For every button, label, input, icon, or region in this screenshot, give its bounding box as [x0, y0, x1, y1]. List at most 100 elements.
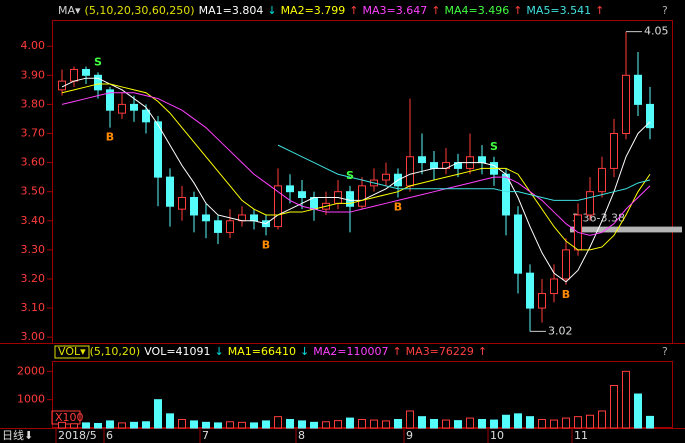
volume-bar — [178, 419, 186, 429]
candle-body — [118, 103, 126, 114]
candle-body — [622, 74, 630, 134]
candle-body — [634, 74, 642, 105]
x-tick-label: 8 — [298, 429, 305, 442]
x-tick-label: 6 — [106, 429, 113, 442]
header-item: MA5=3.541 — [526, 4, 591, 17]
volume-bar — [154, 399, 162, 429]
header-item: MA3=76229 — [406, 345, 474, 358]
candle-body — [598, 167, 606, 193]
volume-bar — [274, 416, 282, 429]
ma-line — [61, 83, 651, 251]
candle-body — [562, 249, 570, 280]
candle-body — [250, 214, 258, 222]
header-item: MA2=3.799 — [281, 4, 346, 17]
help-icon[interactable]: ? — [662, 4, 668, 17]
y-tick-label: 3.50 — [21, 185, 46, 198]
volume-bar — [646, 415, 654, 429]
volume-bar — [250, 422, 258, 429]
volume-bar — [538, 419, 546, 429]
candle-body — [130, 103, 138, 111]
volume-bar — [586, 414, 594, 429]
candle-body — [154, 121, 162, 178]
signal: S — [490, 140, 498, 153]
volume-bar — [430, 419, 438, 429]
candle-body — [418, 156, 426, 164]
candle-body — [610, 132, 618, 169]
y-tick-label: 3.90 — [21, 68, 46, 81]
signal: B — [394, 201, 402, 214]
volume-bar — [418, 416, 426, 429]
volume-bar — [550, 419, 558, 429]
candle-body — [94, 74, 102, 91]
y-tick-label: 4.00 — [21, 39, 46, 52]
header-item: MA1=3.804 — [199, 4, 264, 17]
range-band — [570, 226, 682, 233]
volume-bar — [562, 417, 570, 429]
volume-bar — [214, 422, 222, 429]
volume-bar — [334, 420, 342, 429]
x-tick-label: 11 — [574, 429, 588, 442]
volume-bar — [310, 421, 318, 429]
volume-bar — [574, 416, 582, 429]
header-item: ↓ — [215, 345, 224, 358]
candle-body — [430, 162, 438, 169]
signal: B — [562, 288, 570, 301]
volume-bar — [298, 420, 306, 429]
candle-body — [190, 197, 198, 216]
candle-body — [214, 220, 222, 233]
y-tick-label: 3.10 — [21, 301, 46, 314]
v-tick-label: 1000 — [17, 393, 45, 406]
signal: B — [106, 131, 114, 144]
candle-body — [274, 185, 282, 228]
candle-body — [298, 191, 306, 199]
candle-body — [202, 214, 210, 222]
volume-bar — [238, 421, 246, 429]
volume-bar — [70, 423, 78, 429]
volume-bar — [394, 419, 402, 429]
help-icon[interactable]: ? — [662, 345, 668, 358]
period-label[interactable]: 日线⬇ — [2, 428, 33, 442]
candle-body — [526, 272, 534, 309]
header-item: (5,10,20) — [90, 345, 141, 358]
volume-bar — [106, 420, 114, 429]
candle-body — [550, 278, 558, 295]
volume-bar — [454, 420, 462, 429]
ma-line — [61, 92, 651, 236]
candle-body — [286, 185, 294, 193]
header-item: ↑ — [478, 345, 487, 358]
volume-bar — [166, 413, 174, 429]
v-tick-label: 2000 — [17, 364, 45, 377]
volume-unit: X100 — [55, 411, 84, 424]
header-item: MA1=66410 — [228, 345, 296, 358]
y-tick-label: 3.70 — [21, 126, 46, 139]
candle-body — [178, 197, 186, 210]
candle-body — [106, 89, 114, 111]
candle-body — [166, 176, 174, 207]
header-item: ↓ — [267, 4, 276, 17]
candle-body — [142, 109, 150, 123]
volume-bar — [262, 420, 270, 429]
header-item: MA3=3.647 — [363, 4, 428, 17]
volume-bar — [490, 419, 498, 429]
header-item: ↑ — [392, 345, 401, 358]
volume-bar — [634, 393, 642, 429]
vol-button[interactable] — [54, 345, 90, 359]
vol-header: VOL▾ (5,10,20) VOL=41091 ↓ MA1=66410 ↓ MA2=110… — [58, 345, 487, 358]
volume-bar — [82, 422, 90, 429]
header-item: ↑ — [595, 4, 604, 17]
volume-bar — [142, 421, 150, 429]
candle-body — [226, 220, 234, 233]
y-tick-label: 3.80 — [21, 97, 46, 110]
header-item: ↓ — [300, 345, 309, 358]
header-item: VOL=41091 — [144, 345, 210, 358]
y-tick-label: 3.20 — [21, 272, 46, 285]
candle-body — [538, 293, 546, 309]
x-tick-label: 10 — [490, 429, 504, 442]
x-tick-label: 7 — [202, 429, 209, 442]
volume-bar — [346, 417, 354, 429]
candle-body — [478, 156, 486, 164]
annotation: 3.02 — [548, 324, 573, 337]
ma-line — [277, 144, 651, 201]
